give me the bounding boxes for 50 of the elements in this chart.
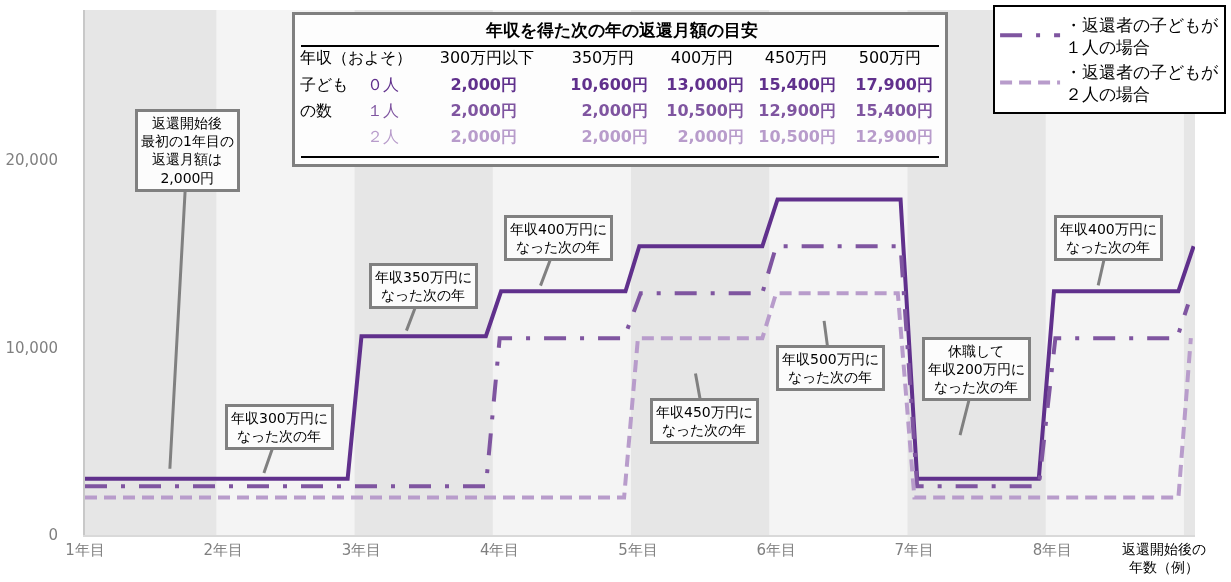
annotation: 13,000円	[666, 75, 744, 94]
annotation: 2,000円	[450, 75, 517, 94]
annotation: ２人	[367, 127, 399, 146]
annotation: 年収350万円になった次の年	[375, 269, 472, 304]
annotation: 350万円	[571, 48, 635, 67]
annotation: 2,000円	[450, 101, 517, 120]
y-tick-label: 0	[48, 526, 58, 545]
annotation: 12,900円	[855, 127, 933, 146]
annotation: 500万円	[858, 48, 922, 67]
annotation: 12,900円	[758, 101, 836, 120]
annotation: 10,500円	[666, 101, 744, 120]
annotation: 2,000円	[581, 127, 648, 146]
x-axis-title: 返還開始後の年数（例）	[1122, 541, 1206, 576]
annotation: 年収450万円になった次の年	[656, 404, 753, 439]
annotation: 2,000円	[677, 127, 744, 146]
y-tick-label: 20,000	[5, 151, 58, 170]
annotation: 10,500円	[758, 127, 836, 146]
annotation: 2,000円	[450, 127, 517, 146]
annotation: ０人	[367, 75, 399, 94]
annotation: 300万円以下	[439, 48, 535, 67]
x-tick-label: 7年目	[894, 541, 935, 559]
annotation: 年収400万円になった次の年	[1060, 221, 1157, 256]
x-tick-label: 3年目	[341, 541, 382, 559]
annotation: 子ども	[300, 75, 348, 94]
x-tick-label: 8年目	[1032, 541, 1073, 559]
x-tick-label: 2年目	[203, 541, 243, 559]
annotation: 400万円	[670, 48, 734, 67]
line-series	[85, 197, 1195, 481]
annotation: 年収（およそ）	[300, 48, 412, 67]
annotation: 15,400円	[855, 101, 933, 120]
x-tick-label: 1年目	[65, 541, 105, 559]
annotation: 17,900円	[855, 75, 933, 94]
x-tick-label: 4年目	[479, 541, 520, 559]
annotation: １人	[367, 101, 399, 120]
annotation: 休職して年収200万円になった次の年	[928, 343, 1025, 396]
annotation: 年収を得た次の年の返還月額の目安	[486, 20, 758, 40]
annotation: 年収400万円になった次の年	[510, 221, 607, 256]
annotation: の数	[300, 101, 332, 120]
annotation: 10,600円	[570, 75, 648, 94]
annotation: 返還開始後最初の1年目の返還月額は2,000円	[141, 115, 234, 186]
legend-label: ・返還者の子どもが２人の場合	[1065, 62, 1220, 105]
y-tick-label: 10,000	[5, 338, 58, 357]
annotation: 2,000円	[581, 101, 648, 120]
annotation: 年収500万円になった次の年	[782, 351, 879, 386]
x-tick-label: 5年目	[618, 541, 658, 559]
annotation: 年収300万円になった次の年	[231, 410, 328, 445]
annotation: 450万円	[764, 48, 828, 67]
x-tick-label: 6年目	[756, 541, 796, 559]
annotation: 15,400円	[758, 75, 836, 94]
legend-label: ・返還者の子どもが１人の場合	[1065, 14, 1220, 58]
